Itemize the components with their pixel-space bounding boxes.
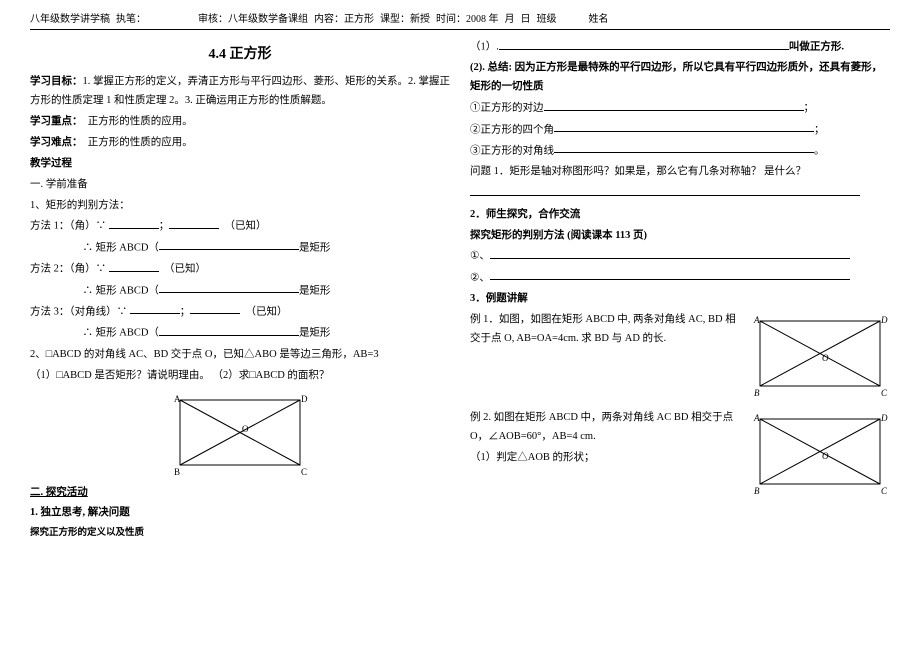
objective-text: 1. 掌握正方形的定义，弄清正方形与平行四边形、菱形、矩形的关系。2. 掌握正方… (30, 76, 450, 106)
rectangle-diagram-icon: A D B C O (170, 390, 310, 480)
blank (190, 303, 240, 315)
rectangle-diagram-icon: A D B C O (750, 311, 890, 401)
section-title: 4.4 正方形 (30, 42, 450, 67)
sec3: 3．例题讲解 (470, 290, 890, 309)
explore: 二. 探究活动 (30, 484, 450, 503)
def-line: （1）.叫做正方形. (470, 38, 890, 57)
objective-label: 学习目标： (30, 76, 83, 87)
think-sub: 探究正方形的定义以及性质 (30, 525, 450, 542)
hdr-month: 月 (505, 10, 515, 25)
svg-text:D: D (301, 394, 308, 404)
left-column: 4.4 正方形 学习目标：1. 掌握正方形的定义，弄清正方形与平行四边形、菱形、… (30, 36, 450, 544)
blank (159, 239, 299, 251)
blank (554, 121, 814, 133)
diff-label: 学习难点： (30, 137, 77, 148)
rect-methods: 1、矩形的判别方法： (30, 197, 450, 216)
svg-text:A: A (753, 413, 760, 423)
prop1: ①正方形的对边； (470, 99, 890, 118)
prop2: ②正方形的四个角； (470, 121, 890, 140)
svg-text:C: C (881, 388, 888, 398)
blank (490, 269, 850, 281)
svg-text:O: O (822, 451, 829, 461)
svg-text:O: O (242, 424, 249, 434)
svg-text:A: A (174, 394, 181, 404)
focus-label: 学习重点： (30, 116, 77, 127)
q2a: （1）□ABCD 是否矩形？请说明理由。 （2）求□ABCD 的面积？ (30, 367, 450, 386)
hdr-day: 日 (521, 10, 531, 25)
method3-line1: 方法 3：（对角线）∵ ； （已知） (30, 303, 450, 322)
blank1: ①、 (470, 247, 890, 266)
svg-text:O: O (822, 353, 829, 363)
svg-text:A: A (753, 315, 760, 325)
blank (109, 217, 159, 229)
rectangle-diagram-icon: A D B C O (750, 409, 890, 499)
svg-text:C: C (301, 467, 307, 477)
blank (159, 282, 299, 294)
method3-line2: ∴ 矩形 ABCD（是矩形 (30, 324, 450, 343)
sec2sub: 探究矩形的判别方法 (阅读课本 113 页) (470, 227, 890, 246)
prep: 一. 学前准备 (30, 176, 450, 195)
hdr-review: 审核：八年级数学备课组 (198, 10, 308, 25)
content-columns: 4.4 正方形 学习目标：1. 掌握正方形的定义，弄清正方形与平行四边形、菱形、… (30, 36, 890, 544)
svg-text:C: C (881, 486, 888, 496)
figure-1: A D B C O (30, 390, 450, 480)
blank (169, 217, 219, 229)
blank (499, 38, 789, 50)
method1-line2: ∴ 矩形 ABCD（是矩形 (30, 239, 450, 258)
hdr-name: 姓名 (589, 10, 609, 25)
svg-text:B: B (754, 388, 760, 398)
figure-2: A D B C O (750, 311, 890, 401)
hdr-class: 班级 (537, 10, 557, 25)
method2-line2: ∴ 矩形 ABCD（是矩形 (30, 282, 450, 301)
svg-text:D: D (880, 315, 888, 325)
right-column: （1）.叫做正方形. (2). 总结: 因为正方形是最特殊的平行四边形，所以它具… (470, 36, 890, 544)
blank2: ②、 (470, 269, 890, 288)
process: 教学过程 (30, 155, 450, 174)
page-header: 八年级数学讲学稿 执笔： 审核：八年级数学备课组 内容：正方形 课型：新授 时间… (30, 10, 890, 30)
blank (490, 247, 850, 259)
blank (130, 303, 180, 315)
hdr-grade: 八年级数学讲学稿 (30, 10, 110, 25)
svg-text:B: B (754, 486, 760, 496)
q2: 2、□ABCD 的对角线 AC、BD 交于点 O，已知△ABO 是等边三角形，A… (30, 346, 450, 365)
hdr-time: 时间：2008 年 (436, 10, 499, 25)
blank (544, 99, 804, 111)
focus-text: 正方形的性质的应用。 (88, 116, 193, 127)
prop3: ③正方形的对角线。 (470, 142, 890, 161)
blank (159, 324, 299, 336)
method1-line1: 方法 1：（角）∵ ； （已知） (30, 217, 450, 236)
hdr-content: 内容：正方形 (314, 10, 374, 25)
svg-text:B: B (174, 467, 180, 477)
blank (470, 184, 860, 196)
question1: 问题 1．矩形是轴对称图形吗？如果是，那么它有几条对称轴？ 是什么？ (470, 163, 890, 182)
method2-line1: 方法 2：（角）∵ （已知） (30, 260, 450, 279)
sec2: 2．师生探究，合作交流 (470, 206, 890, 225)
blank (109, 260, 159, 272)
svg-text:D: D (880, 413, 888, 423)
diff-text: 正方形的性质的应用。 (88, 137, 193, 148)
hdr-pen: 执笔： (116, 10, 146, 25)
blank (554, 142, 814, 154)
figure-3: A D B C O (750, 409, 890, 499)
hdr-type: 课型：新授 (380, 10, 430, 25)
summary: (2). 总结: 因为正方形是最特殊的平行四边形，所以它具有平行四边形质外，还具… (470, 59, 890, 97)
think: 1. 独立思考, 解决问题 (30, 504, 450, 523)
